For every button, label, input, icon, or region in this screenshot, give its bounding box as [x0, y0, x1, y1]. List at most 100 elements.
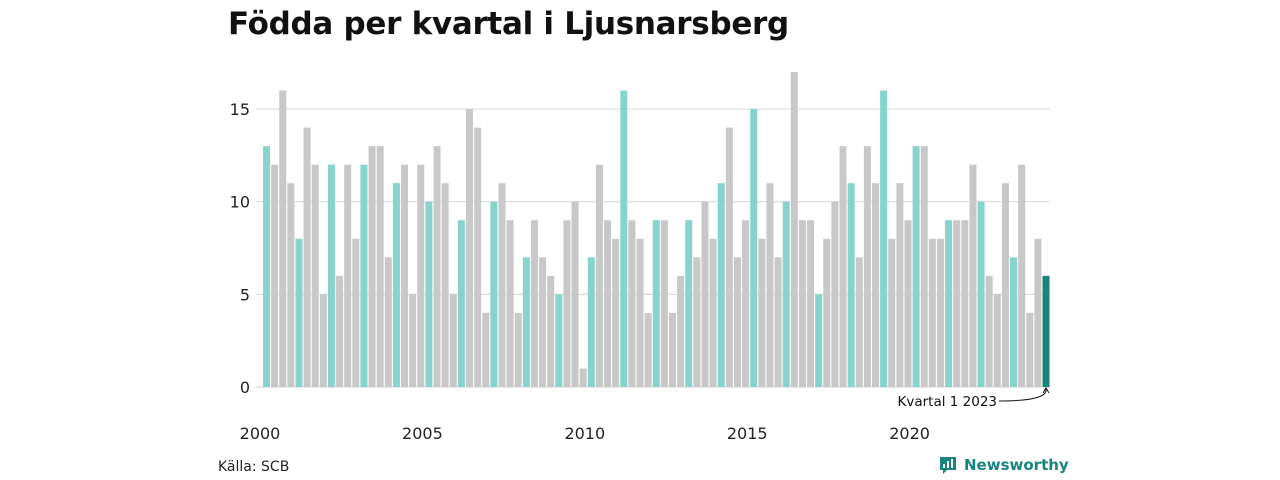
- bar: [677, 275, 685, 387]
- bar: [1042, 275, 1050, 387]
- bar: [636, 238, 644, 387]
- bar: [409, 294, 417, 387]
- bar: [1034, 238, 1042, 387]
- bar: [498, 183, 506, 387]
- bar: [319, 294, 327, 387]
- bar: [506, 220, 514, 387]
- bar: [514, 312, 522, 387]
- bar: [912, 146, 920, 387]
- bar: [612, 238, 620, 387]
- bar: [888, 238, 896, 387]
- y-tick-labels: 0 5 10 15: [230, 100, 250, 397]
- source-label: Källa: SCB: [218, 459, 290, 475]
- bar: [766, 183, 774, 387]
- bar: [539, 257, 547, 387]
- bar: [620, 90, 628, 387]
- bar: [303, 127, 311, 387]
- annotation-label: Kvartal 1 2023: [897, 394, 997, 410]
- bar: [985, 275, 993, 387]
- bar: [336, 275, 344, 387]
- bar: [790, 72, 798, 387]
- x-tick-label: 2020: [889, 424, 930, 443]
- annotation-arrow: [998, 388, 1047, 402]
- bar: [530, 220, 538, 387]
- bar: [880, 90, 888, 387]
- bar: [360, 164, 368, 387]
- bar: [863, 146, 871, 387]
- bar: [660, 220, 668, 387]
- bar: [482, 312, 490, 387]
- bar: [807, 220, 815, 387]
- bar: [644, 312, 652, 387]
- bar: [782, 201, 790, 387]
- bar: [401, 164, 409, 387]
- bar: [669, 312, 676, 387]
- bar: [839, 146, 847, 387]
- bar: [417, 164, 425, 387]
- bar: [327, 164, 335, 387]
- bar: [872, 183, 879, 387]
- bars: [263, 72, 1050, 387]
- bar: [936, 238, 944, 387]
- bar: [945, 220, 953, 387]
- x-tick-label: 2015: [727, 424, 768, 443]
- x-tick-label: 2000: [240, 424, 281, 443]
- bar: [587, 257, 595, 387]
- bar: [295, 238, 303, 387]
- bar: [392, 183, 400, 387]
- y-tick-label: 10: [230, 193, 250, 212]
- x-tick-labels: 2000 2005 2010 2015 2020: [240, 424, 930, 443]
- bar: [490, 201, 498, 387]
- bar: [344, 164, 352, 387]
- bar: [717, 183, 725, 387]
- bar: [571, 201, 579, 387]
- bar: [652, 220, 660, 387]
- bar: [855, 257, 863, 387]
- bar: [993, 294, 1001, 387]
- bar: [709, 238, 717, 387]
- bar: [742, 220, 750, 387]
- bar: [847, 183, 855, 387]
- bar: [457, 220, 465, 387]
- bar: [685, 220, 693, 387]
- bar: [579, 368, 587, 387]
- bar: [1001, 183, 1009, 387]
- bar: [287, 183, 295, 387]
- annotation: Kvartal 1 2023: [897, 387, 1050, 410]
- bar: [555, 294, 563, 387]
- bar: [474, 127, 482, 387]
- bar: [311, 164, 319, 387]
- bar: [604, 220, 612, 387]
- bar: [441, 183, 449, 387]
- bar: [904, 220, 912, 387]
- bar: [271, 164, 279, 387]
- bar: [969, 164, 977, 387]
- bar: [522, 257, 530, 387]
- y-tick-label: 5: [240, 285, 250, 304]
- bar: [798, 220, 806, 387]
- bar: [352, 238, 360, 387]
- bar: [628, 220, 636, 387]
- bar: [279, 90, 287, 387]
- bar: [384, 257, 392, 387]
- annotation-arrowhead: [1042, 387, 1050, 394]
- bar: [774, 257, 782, 387]
- bar: [547, 275, 555, 387]
- bar: [953, 220, 961, 387]
- bar: [823, 238, 831, 387]
- bar: [433, 146, 441, 387]
- bar: [758, 238, 766, 387]
- brand-logo[interactable]: Newsworthy: [938, 455, 1069, 475]
- bar: [896, 183, 904, 387]
- bar: [466, 109, 473, 387]
- y-tick-label: 15: [230, 100, 250, 119]
- bar: [425, 201, 433, 387]
- bar: [750, 109, 758, 387]
- bar: [701, 201, 709, 387]
- bar: [831, 201, 839, 387]
- bar: [263, 146, 270, 387]
- bar: [928, 238, 936, 387]
- bar: [1010, 257, 1018, 387]
- bar: [920, 146, 928, 387]
